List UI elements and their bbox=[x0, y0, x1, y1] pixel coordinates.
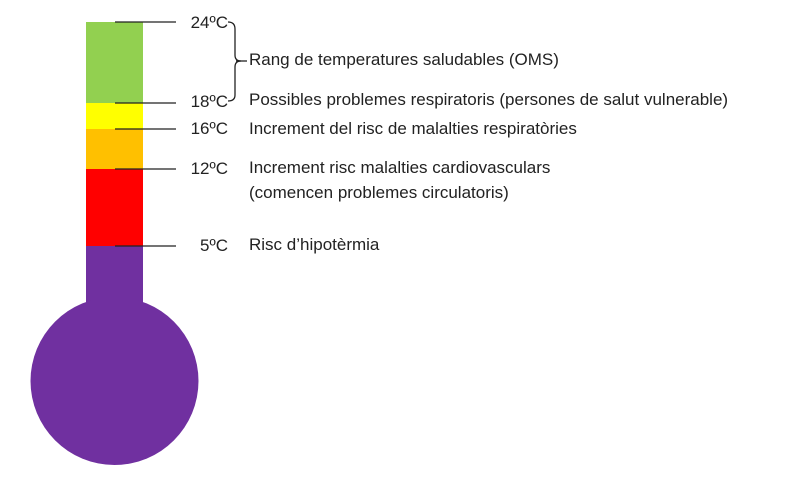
temp-label-12: 12ºC bbox=[190, 159, 228, 178]
temp-label-18: 18ºC bbox=[190, 92, 228, 111]
temp-label-5: 5ºC bbox=[200, 236, 228, 255]
cardiovascular-risk-label: Increment risc malalties cardiovasculars bbox=[249, 158, 551, 177]
hypothermia-label: Risc d’hipotèrmia bbox=[249, 235, 380, 254]
circulatory-problems-label: (comencen problemes circulatoris) bbox=[249, 183, 509, 202]
temp-label-16: 16ºC bbox=[190, 119, 228, 138]
band-respiratory-vulnerable bbox=[86, 103, 143, 129]
respiratory-vulnerable-label: Possibles problemes respiratoris (person… bbox=[249, 90, 729, 109]
respiratory-risk-label: Increment del risc de malalties respirat… bbox=[249, 119, 577, 138]
healthy-range-label: Rang de temperatures saludables (OMS) bbox=[249, 50, 559, 69]
band-respiratory-risk bbox=[86, 129, 143, 169]
thermometer-bulb bbox=[30, 297, 199, 465]
band-cardiovascular-risk bbox=[86, 169, 143, 246]
band-healthy bbox=[86, 22, 143, 103]
temp-label-24: 24ºC bbox=[190, 13, 228, 32]
